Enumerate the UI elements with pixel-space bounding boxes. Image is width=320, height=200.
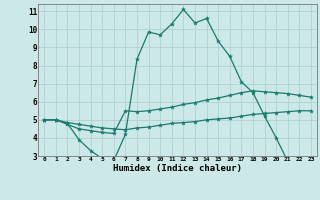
X-axis label: Humidex (Indice chaleur): Humidex (Indice chaleur) [113,164,242,173]
